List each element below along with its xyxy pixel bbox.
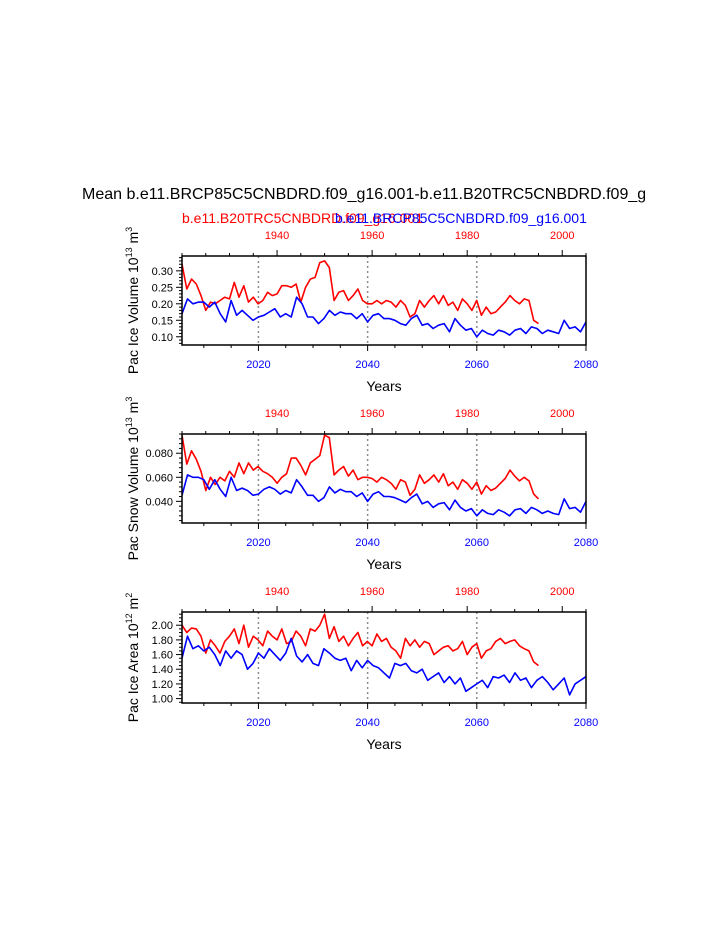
y-axis-label: Pac Ice Volume 1013 m3 <box>124 227 141 374</box>
y-axis-label: Pac Ice Area 1012 m2 <box>124 593 141 722</box>
series-line-rcp85 <box>182 474 586 517</box>
y-tick-label: 0.060 <box>145 472 173 484</box>
y-tick-label: 0.30 <box>152 266 173 278</box>
x-top-tick-label: 2000 <box>550 586 574 598</box>
series-line-rcp85 <box>182 635 586 696</box>
x-top-tick-label: 1980 <box>455 230 479 242</box>
x-top-tick-label: 2000 <box>550 230 574 242</box>
x-top-tick-label: 1960 <box>360 586 384 598</box>
x-bottom-tick-label: 2040 <box>355 537 379 549</box>
x-axis-label: Years <box>366 736 401 752</box>
plot-frame <box>181 433 587 524</box>
subtitle-red-run: b.e11.B20TRC5CNBDRD.f09_g16.001 <box>182 210 423 226</box>
x-bottom-tick-label: 2020 <box>246 359 270 371</box>
y-tick-label: 0.15 <box>152 315 173 327</box>
x-bottom-tick-label: 2080 <box>574 537 598 549</box>
series-line-historical <box>182 260 539 325</box>
y-tick-label: 0.10 <box>152 332 173 344</box>
y-tick-label: 1.60 <box>152 650 173 662</box>
x-bottom-tick-label: 2020 <box>246 537 270 549</box>
y-tick-label: 1.00 <box>152 694 173 706</box>
x-bottom-tick-label: 2020 <box>246 717 270 729</box>
x-top-tick-label: 2000 <box>550 408 574 420</box>
x-top-tick-label: 1960 <box>360 408 384 420</box>
y-tick-label: 0.040 <box>145 496 173 508</box>
y-tick-label: 1.40 <box>152 664 173 676</box>
x-top-tick-label: 1980 <box>455 408 479 420</box>
series-line-historical <box>182 434 540 500</box>
subtitle-blue-run: b.e11.BRCP85C5CNBDRD.f09_g16.001 <box>335 210 587 226</box>
plot-frame <box>181 611 587 704</box>
x-top-tick-label: 1980 <box>455 586 479 598</box>
y-axis-label: Pac Snow Volume 1013 m3 <box>124 397 141 561</box>
y-tick-label: 0.25 <box>152 282 173 294</box>
series-line-historical <box>182 613 539 667</box>
x-bottom-tick-label: 2060 <box>465 359 489 371</box>
y-tick-label: 2.00 <box>152 620 173 632</box>
x-top-tick-label: 1960 <box>360 230 384 242</box>
x-bottom-tick-label: 2060 <box>465 717 489 729</box>
x-bottom-tick-label: 2040 <box>355 717 379 729</box>
x-bottom-tick-label: 2080 <box>574 359 598 371</box>
x-axis-label: Years <box>366 378 401 394</box>
x-bottom-tick-label: 2040 <box>355 359 379 371</box>
x-top-tick-label: 1940 <box>265 586 289 598</box>
x-top-tick-label: 1940 <box>265 408 289 420</box>
y-tick-label: 1.80 <box>152 635 173 647</box>
series-line-rcp85 <box>182 296 586 338</box>
y-tick-label: 0.080 <box>145 448 173 460</box>
plot-frame <box>181 255 587 346</box>
figure-title: Mean b.e11.BRCP85C5CNBDRD.f09_g16.001-b.… <box>82 186 645 203</box>
y-tick-label: 0.20 <box>152 299 173 311</box>
x-top-tick-label: 1940 <box>265 230 289 242</box>
x-bottom-tick-label: 2060 <box>465 537 489 549</box>
x-bottom-tick-label: 2080 <box>574 717 598 729</box>
x-axis-label: Years <box>366 556 401 572</box>
y-tick-label: 1.20 <box>152 679 173 691</box>
